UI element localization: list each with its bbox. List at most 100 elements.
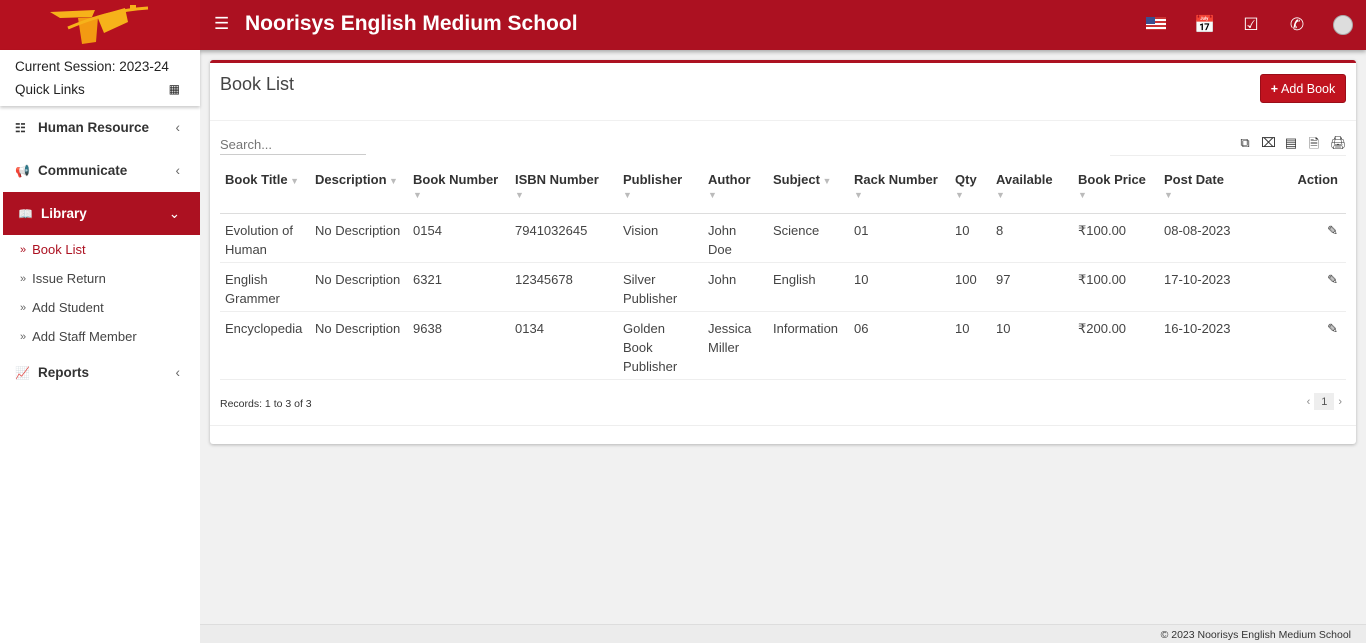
sitemap-icon: ☷ xyxy=(15,120,26,135)
table-cell: 10 xyxy=(991,311,1073,380)
divider xyxy=(210,425,1356,426)
column-header[interactable]: Post Date ▼ xyxy=(1159,163,1259,214)
menu-icon[interactable]: ☰ xyxy=(214,14,230,33)
sidebar-sub-add-staff-member[interactable]: » Add Staff Member xyxy=(0,322,200,351)
sort-icon[interactable]: ▼ xyxy=(819,176,832,186)
column-header[interactable]: Author ▼ xyxy=(703,163,768,214)
table-cell: English xyxy=(768,262,849,312)
edit-icon[interactable]: ✎ xyxy=(1327,222,1338,238)
excel-icon[interactable]: ⌧ xyxy=(1261,135,1276,150)
sort-icon[interactable]: ▼ xyxy=(955,190,964,200)
chevron-left-icon: ‹ xyxy=(175,365,181,380)
bullhorn-icon: 📢 xyxy=(15,163,30,178)
checkbox-icon[interactable]: ☑ xyxy=(1243,15,1259,34)
sidebar-item-reports[interactable]: 📈 Reports ‹ xyxy=(0,351,200,394)
table-row: Evolution of Human No Description 0154 7941… xyxy=(220,213,1346,263)
line-chart-icon: 📈 xyxy=(15,365,30,380)
add-book-button[interactable]: + Add Book xyxy=(1260,74,1346,103)
us-flag-icon[interactable] xyxy=(1145,15,1167,35)
sidebar-sub-book-list[interactable]: » Book List xyxy=(0,235,200,264)
table-cell: 0154 xyxy=(408,213,510,263)
double-chevron-icon: » xyxy=(20,301,27,314)
column-header[interactable]: Rack Number ▼ xyxy=(849,163,950,214)
table-cell: 01 xyxy=(849,213,950,263)
table-cell: 10 xyxy=(950,311,991,380)
export-toolbar: ⧉ ⌧ ▤ 🗎 🖨 xyxy=(1238,135,1347,157)
user-avatar[interactable] xyxy=(1333,15,1353,35)
column-header-label: Book Title xyxy=(225,172,288,187)
column-header[interactable]: Publisher ▼ xyxy=(618,163,703,214)
page-title: Book List xyxy=(220,74,295,94)
column-header[interactable]: Subject ▼ xyxy=(768,163,849,214)
table-cell: 08-08-2023 xyxy=(1159,213,1259,263)
table-cell: 06 xyxy=(849,311,950,380)
table-cell: English Grammer xyxy=(220,262,310,312)
column-header[interactable]: Action xyxy=(1259,163,1346,214)
column-header-label: Action xyxy=(1297,172,1338,187)
csv-icon[interactable]: ▤ xyxy=(1284,135,1298,150)
quick-links-label[interactable]: Quick Links xyxy=(15,82,85,97)
column-header[interactable]: Qty ▼ xyxy=(950,163,991,214)
sidebar-item-library[interactable]: 📖 Library ⌄ xyxy=(3,192,200,235)
table-cell: Evolution of Human xyxy=(220,213,310,263)
column-header[interactable]: Book Number ▼ xyxy=(408,163,510,214)
table-cell: 12345678 xyxy=(510,262,618,312)
sidebar-sub-add-student[interactable]: » Add Student xyxy=(0,293,200,322)
prev-page-button[interactable]: ‹ xyxy=(1306,395,1311,408)
next-page-button[interactable]: › xyxy=(1338,395,1342,408)
action-cell: ✎ xyxy=(1259,262,1346,312)
sort-icon[interactable]: ▼ xyxy=(1078,190,1087,200)
whatsapp-icon[interactable]: ✆ xyxy=(1289,15,1305,34)
column-header[interactable]: Book Price ▼ xyxy=(1073,163,1159,214)
sidebar-item-label: Communicate xyxy=(38,163,128,178)
edit-icon[interactable]: ✎ xyxy=(1327,320,1338,336)
table-cell: John Doe xyxy=(703,213,768,263)
divider xyxy=(1110,155,1346,156)
sort-icon[interactable]: ▼ xyxy=(623,190,632,200)
column-header[interactable]: ISBN Number ▼ xyxy=(510,163,618,214)
book-icon: 📖 xyxy=(18,206,33,221)
column-header-label: Available xyxy=(996,172,1053,187)
table-cell: 8 xyxy=(991,213,1073,263)
column-header[interactable]: Description ▼ xyxy=(310,163,408,214)
sidebar: Current Session: 2023-24 Quick Links ▦ ☷… xyxy=(0,50,200,643)
table-cell: 7941032645 xyxy=(510,213,618,263)
print-icon[interactable]: 🖨 xyxy=(1330,135,1347,150)
table-cell: Encyclopedia xyxy=(220,311,310,380)
edit-icon[interactable]: ✎ xyxy=(1327,271,1338,287)
sort-icon[interactable]: ▼ xyxy=(515,190,524,200)
column-header[interactable]: Available ▼ xyxy=(991,163,1073,214)
sort-icon[interactable]: ▼ xyxy=(708,190,717,200)
page-button[interactable]: 1 xyxy=(1314,393,1335,410)
table-cell: 97 xyxy=(991,262,1073,312)
grid-icon[interactable]: ▦ xyxy=(168,82,180,96)
pagination: ‹ 1 › xyxy=(1307,393,1342,410)
sidebar-item-communicate[interactable]: 📢 Communicate ‹ xyxy=(0,149,200,192)
school-logo[interactable] xyxy=(0,0,200,50)
column-header-label: Publisher xyxy=(623,172,683,187)
sidebar-item-label: Library xyxy=(41,206,87,221)
sidebar-item-label: Reports xyxy=(38,365,90,380)
column-header-label: Qty xyxy=(955,172,977,187)
sidebar-sub-issue-return[interactable]: » Issue Return xyxy=(0,264,200,293)
column-header-label: ISBN Number xyxy=(515,172,599,187)
table-cell: Science xyxy=(768,213,849,263)
sub-label: Add Student xyxy=(32,300,104,315)
sort-icon[interactable]: ▼ xyxy=(386,176,398,186)
sidebar-item-label: Human Resource xyxy=(38,120,150,135)
copy-icon[interactable]: ⧉ xyxy=(1240,135,1250,150)
sort-icon[interactable]: ▼ xyxy=(287,176,300,186)
table-row: Encyclopedia No Description 9638 0134 Golden… xyxy=(220,311,1346,380)
calendar-icon[interactable]: 📅 xyxy=(1194,15,1216,34)
sort-icon[interactable]: ▼ xyxy=(413,190,422,200)
sort-icon[interactable]: ▼ xyxy=(996,190,1005,200)
column-header[interactable]: Book Title ▼ xyxy=(220,163,310,214)
double-chevron-icon: » xyxy=(20,272,27,285)
pdf-icon[interactable]: 🗎 xyxy=(1308,136,1320,151)
sort-icon[interactable]: ▼ xyxy=(854,190,863,200)
sort-icon[interactable]: ▼ xyxy=(1164,190,1173,200)
table-cell: ₹100.00 xyxy=(1073,213,1159,263)
table-cell: ₹200.00 xyxy=(1073,311,1159,380)
sidebar-item-human-resource[interactable]: ☷ Human Resource ‹ xyxy=(0,106,200,149)
search-input[interactable] xyxy=(220,135,366,155)
